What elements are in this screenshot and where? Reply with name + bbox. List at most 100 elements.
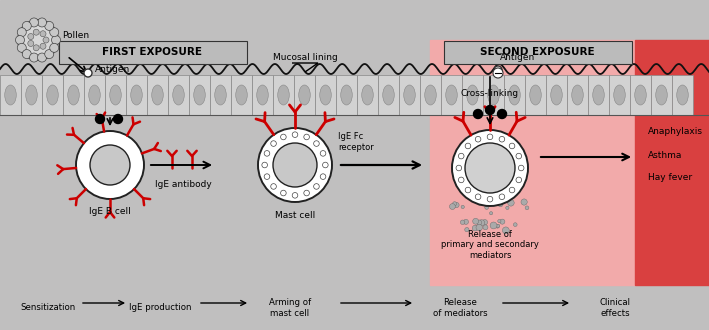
- Text: FIRST EXPOSURE: FIRST EXPOSURE: [102, 47, 202, 57]
- Circle shape: [76, 131, 144, 199]
- Circle shape: [496, 202, 499, 205]
- Text: Sensitization: Sensitization: [21, 304, 76, 313]
- Circle shape: [40, 43, 46, 49]
- Circle shape: [113, 115, 123, 123]
- Circle shape: [496, 224, 499, 228]
- Bar: [588, 75, 609, 115]
- Circle shape: [271, 184, 277, 189]
- Circle shape: [486, 106, 494, 115]
- Circle shape: [494, 66, 502, 74]
- Bar: [315, 75, 336, 115]
- Circle shape: [292, 192, 298, 198]
- Text: Asthma: Asthma: [648, 150, 682, 159]
- Ellipse shape: [362, 85, 373, 105]
- Text: IgE antibody: IgE antibody: [155, 180, 211, 189]
- Circle shape: [262, 162, 267, 168]
- Bar: [504, 75, 525, 115]
- Circle shape: [498, 219, 501, 223]
- Bar: [63, 75, 84, 115]
- Circle shape: [50, 28, 59, 37]
- Ellipse shape: [488, 85, 499, 105]
- Circle shape: [516, 177, 522, 183]
- Circle shape: [500, 219, 505, 224]
- Bar: [609, 75, 630, 115]
- Ellipse shape: [110, 85, 121, 105]
- Circle shape: [475, 136, 481, 142]
- Circle shape: [28, 41, 34, 47]
- Circle shape: [320, 150, 326, 156]
- Bar: [105, 75, 126, 115]
- Circle shape: [22, 50, 31, 58]
- Circle shape: [84, 69, 92, 77]
- Bar: [546, 75, 567, 115]
- Ellipse shape: [130, 85, 143, 105]
- Circle shape: [499, 194, 505, 200]
- FancyBboxPatch shape: [444, 41, 632, 63]
- Circle shape: [45, 50, 54, 58]
- Bar: [147, 75, 168, 115]
- Circle shape: [22, 21, 31, 30]
- Ellipse shape: [257, 85, 268, 105]
- Ellipse shape: [89, 85, 100, 105]
- Bar: [430, 40, 635, 285]
- Text: Cross-linking: Cross-linking: [461, 88, 519, 97]
- Circle shape: [16, 36, 25, 45]
- Bar: [168, 75, 189, 115]
- Circle shape: [17, 28, 26, 37]
- Circle shape: [38, 18, 47, 27]
- Ellipse shape: [425, 85, 436, 105]
- Circle shape: [50, 43, 59, 52]
- Bar: [210, 75, 231, 115]
- Circle shape: [476, 224, 482, 231]
- Bar: [189, 75, 210, 115]
- Ellipse shape: [26, 85, 38, 105]
- Ellipse shape: [551, 85, 562, 105]
- Circle shape: [525, 206, 529, 210]
- Bar: [630, 75, 651, 115]
- Circle shape: [313, 184, 319, 189]
- Circle shape: [483, 225, 488, 230]
- Circle shape: [464, 227, 469, 232]
- Circle shape: [460, 220, 465, 224]
- Circle shape: [271, 141, 277, 146]
- Circle shape: [28, 34, 34, 40]
- Circle shape: [508, 200, 514, 206]
- Circle shape: [323, 162, 328, 168]
- Circle shape: [452, 202, 457, 206]
- Ellipse shape: [446, 85, 457, 105]
- Bar: [336, 75, 357, 115]
- Ellipse shape: [509, 85, 520, 105]
- Text: IgE production: IgE production: [129, 304, 191, 313]
- Circle shape: [38, 53, 47, 62]
- Circle shape: [474, 110, 483, 118]
- Circle shape: [292, 132, 298, 138]
- Bar: [231, 75, 252, 115]
- Bar: [672, 75, 693, 115]
- Text: Anaphylaxis: Anaphylaxis: [648, 127, 703, 137]
- Text: Antigen: Antigen: [500, 53, 535, 62]
- Bar: [635, 40, 709, 285]
- Circle shape: [465, 187, 471, 193]
- Bar: [462, 75, 483, 115]
- Circle shape: [475, 194, 481, 200]
- Text: Mast cell: Mast cell: [275, 211, 315, 220]
- Circle shape: [459, 153, 464, 159]
- Ellipse shape: [152, 85, 163, 105]
- Circle shape: [479, 220, 485, 226]
- Circle shape: [503, 227, 509, 234]
- Bar: [378, 75, 399, 115]
- Ellipse shape: [5, 85, 16, 105]
- Circle shape: [493, 68, 503, 78]
- Text: SECOND EXPOSURE: SECOND EXPOSURE: [480, 47, 594, 57]
- Ellipse shape: [383, 85, 394, 105]
- Circle shape: [258, 128, 332, 202]
- Circle shape: [490, 222, 497, 229]
- Circle shape: [281, 190, 286, 196]
- Text: Clinical
effects: Clinical effects: [600, 298, 630, 318]
- Text: Arming of
mast cell: Arming of mast cell: [269, 298, 311, 318]
- Circle shape: [498, 110, 506, 118]
- Ellipse shape: [341, 85, 352, 105]
- Circle shape: [304, 134, 309, 140]
- Circle shape: [482, 219, 488, 225]
- Ellipse shape: [235, 85, 247, 105]
